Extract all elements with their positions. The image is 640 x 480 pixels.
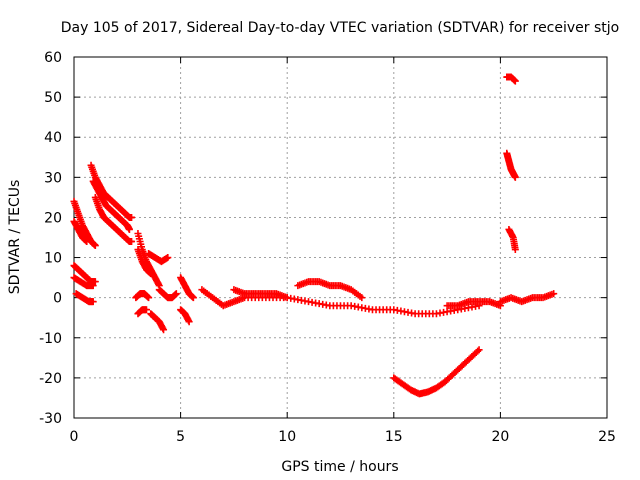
data-point bbox=[185, 318, 193, 326]
series-arc-19 bbox=[230, 286, 291, 302]
data-point bbox=[511, 173, 519, 181]
y-tick-label: 30 bbox=[44, 170, 62, 186]
series-arc-18 bbox=[198, 286, 483, 318]
data-point bbox=[474, 347, 482, 355]
data-point bbox=[142, 306, 150, 314]
data-point bbox=[89, 298, 97, 306]
data-point bbox=[160, 326, 168, 334]
series-arc-15 bbox=[155, 286, 180, 302]
x-tick-label: 15 bbox=[385, 429, 403, 445]
series-arc-10 bbox=[134, 246, 155, 278]
y-tick-label: 40 bbox=[44, 130, 62, 146]
series-arc-22 bbox=[390, 346, 483, 398]
axis-ticks bbox=[73, 56, 608, 419]
x-tick-label: 5 bbox=[176, 429, 185, 445]
data-point bbox=[89, 282, 97, 290]
data-points bbox=[70, 73, 558, 398]
data-point bbox=[83, 238, 91, 246]
y-axis-title: SDTVAR / TECUs bbox=[7, 180, 23, 295]
series-arc-11 bbox=[145, 250, 172, 266]
data-point bbox=[147, 270, 155, 278]
tick-labels: 0 5 10 15 20 25 -30 -20 -10 0 10 20 30 40 50 60 bbox=[39, 50, 616, 445]
y-tick-label: 10 bbox=[44, 251, 62, 267]
y-tick-label: 20 bbox=[44, 210, 62, 226]
y-tick-label: 60 bbox=[44, 50, 62, 66]
x-axis-title: GPS time / hours bbox=[281, 459, 398, 475]
series-arc-14 bbox=[147, 310, 168, 334]
grid bbox=[74, 57, 607, 418]
series-arc-17 bbox=[177, 306, 193, 326]
series-arc-4 bbox=[70, 274, 97, 290]
data-point bbox=[91, 242, 99, 250]
x-tick-label: 25 bbox=[598, 429, 616, 445]
series-arc-23 bbox=[503, 73, 519, 85]
data-point bbox=[550, 290, 558, 298]
y-tick-label: -10 bbox=[39, 331, 62, 347]
series-arc-5 bbox=[72, 290, 97, 306]
series-arc-24 bbox=[503, 149, 519, 181]
data-point bbox=[125, 225, 133, 233]
data-point bbox=[511, 246, 519, 254]
data-point bbox=[358, 294, 366, 302]
plot-frame bbox=[73, 56, 608, 419]
series-arc-7 bbox=[89, 177, 133, 233]
series-arc-8 bbox=[91, 193, 136, 246]
data-point bbox=[475, 346, 483, 354]
series-arc-25 bbox=[505, 225, 519, 254]
series-arc-3 bbox=[70, 262, 99, 286]
x-tick-label: 10 bbox=[278, 429, 296, 445]
series-arc-16 bbox=[177, 274, 197, 302]
data-point bbox=[283, 294, 291, 302]
series-arc-20 bbox=[294, 278, 366, 302]
data-point bbox=[145, 294, 153, 302]
data-point bbox=[172, 290, 180, 298]
y-tick-label: -20 bbox=[39, 371, 62, 387]
x-tick-label: 0 bbox=[70, 429, 79, 445]
data-point bbox=[511, 77, 519, 85]
series-arc-12 bbox=[132, 290, 153, 302]
y-tick-label: 0 bbox=[53, 291, 62, 307]
data-point bbox=[164, 254, 172, 262]
data-point bbox=[128, 213, 136, 221]
series-arc-13 bbox=[134, 306, 150, 318]
y-tick-label: 50 bbox=[44, 90, 62, 106]
data-point bbox=[128, 238, 136, 246]
chart-title: Day 105 of 2017, Sidereal Day-to-day VTE… bbox=[61, 20, 619, 36]
series-arc-21 bbox=[443, 298, 504, 310]
data-point bbox=[189, 294, 197, 302]
data-point bbox=[91, 278, 99, 286]
series-arc-2 bbox=[70, 217, 91, 246]
x-tick-label: 20 bbox=[491, 429, 509, 445]
series-arc-26 bbox=[496, 290, 558, 306]
series-arc-1 bbox=[70, 197, 99, 250]
y-tick-label: -30 bbox=[39, 411, 62, 427]
